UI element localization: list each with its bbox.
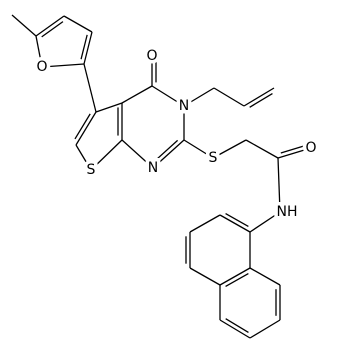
bond [83,63,97,113]
bond [41,63,85,68]
atom-label: NH [277,204,298,220]
bond [219,214,251,233]
bond [80,34,88,60]
bond [280,144,307,154]
bond [35,35,43,68]
bond [153,139,179,163]
atom-label: O [36,59,47,75]
bond [63,15,93,33]
atom-label: N [148,160,158,176]
bond [90,139,123,171]
bond [11,14,37,37]
atom-label: O [146,48,157,64]
bond [245,139,279,159]
bond [212,139,247,159]
bond [121,139,154,169]
bond [189,267,221,286]
bond [152,139,185,169]
atom-label: S [209,150,218,166]
bond [189,214,221,233]
bond [183,139,214,159]
bond [249,211,281,233]
bond [277,147,312,159]
bonds [11,14,312,339]
bond [225,318,249,333]
bond [41,21,64,38]
bond [95,102,123,113]
bond [151,85,185,107]
bond [183,87,215,107]
bond [243,87,275,107]
bond [121,85,153,104]
bond [225,212,249,228]
bond [219,319,251,339]
bond [249,319,281,339]
atom-label: N [179,98,189,114]
bond [249,93,273,108]
bond [213,87,245,107]
bond [83,31,93,65]
atom-label: O [305,140,316,156]
bond [74,113,91,140]
bond [249,267,281,286]
atom-label: S [87,162,96,178]
bond [225,272,249,288]
bond [219,267,251,286]
bond [75,111,97,146]
bond [277,157,281,213]
bond [75,144,92,171]
bond [35,15,65,37]
